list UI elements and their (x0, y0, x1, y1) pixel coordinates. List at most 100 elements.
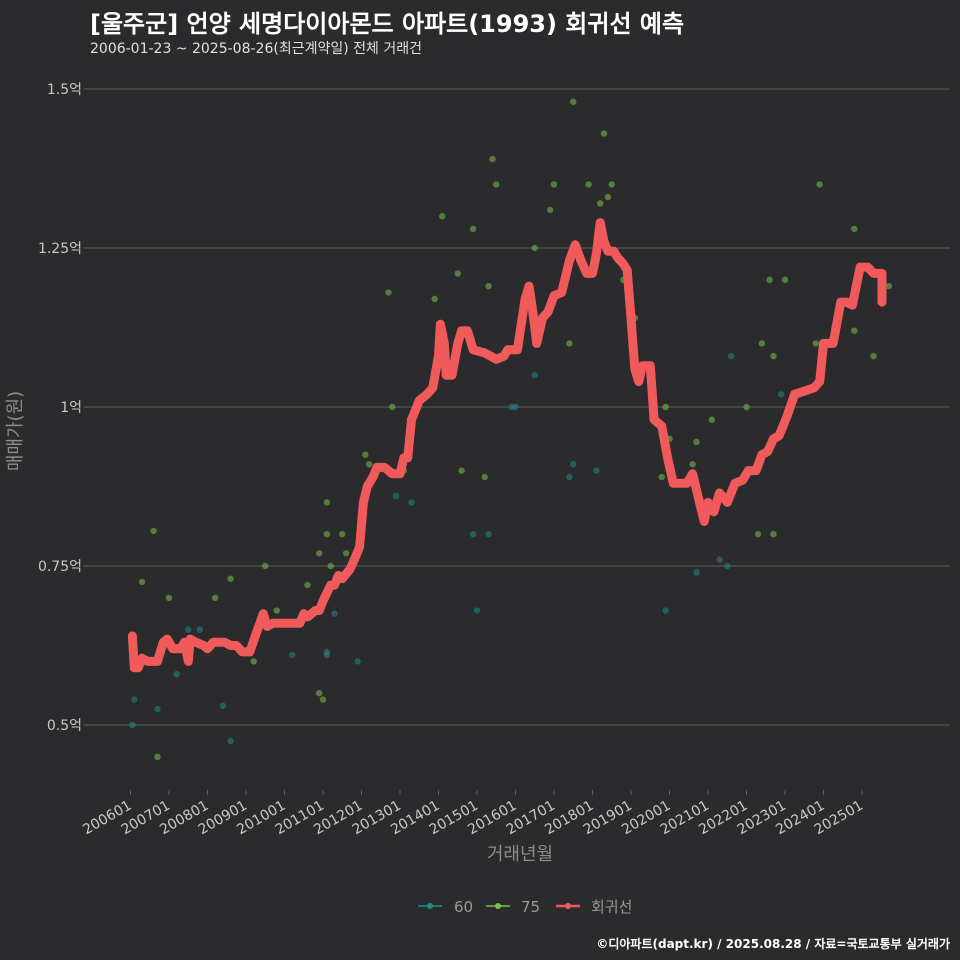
scatter-point-60 (716, 556, 723, 563)
scatter-point-75 (323, 499, 331, 506)
scatter-point-75 (546, 206, 554, 214)
scatter-point-75 (339, 531, 346, 538)
scatter-point-60 (777, 391, 785, 398)
scatter-point-75 (597, 200, 604, 207)
scatter-point-60 (227, 737, 234, 745)
scatter-point-75 (315, 550, 323, 557)
scatter-point-75 (304, 581, 311, 589)
scatter-point-75 (273, 607, 280, 614)
scatter-point-75 (662, 403, 669, 411)
scatter-point-75 (693, 438, 700, 446)
scatter-point-75 (608, 181, 615, 188)
scatter-point-60 (196, 626, 203, 633)
scatter-point-75 (454, 270, 461, 277)
scatter-point-60 (173, 670, 180, 678)
scatter-point-75 (319, 696, 327, 703)
y-axis-ticks: 0.5억 0.75억 1억 1.25억 1.5억 (38, 82, 88, 734)
scatter-point-75 (485, 282, 492, 290)
scatter-point-60 (129, 721, 136, 729)
scatter-point-75 (227, 575, 234, 582)
scatter-point-75 (458, 467, 465, 474)
scatter-point-60 (570, 461, 577, 468)
regression-line (127, 218, 887, 673)
scatter-point-75 (770, 531, 777, 538)
scatter-point-60 (566, 473, 573, 481)
scatter-point-75 (604, 193, 612, 201)
scatter-point-60 (185, 626, 192, 633)
scatter-point-75 (362, 451, 369, 458)
scatter-point-75 (431, 295, 438, 303)
scatter-point-75 (851, 225, 858, 233)
scatter-point-75 (851, 327, 858, 334)
scatter-point-75 (689, 461, 696, 468)
scatter-point-60 (727, 352, 735, 360)
scatter-point-60 (662, 607, 669, 614)
scatter-point-60 (469, 531, 477, 538)
scatter-point-75 (658, 473, 665, 481)
scatter-point-75 (531, 244, 538, 252)
scatter-point-60 (219, 702, 227, 710)
scatter-point-60 (512, 403, 519, 411)
source-caption: ©디아파트(dapt.kr) / 2025.08.28 / 자료=국토교통부 실… (596, 937, 950, 951)
legend-item-75: 75 (486, 898, 540, 916)
scatter-point-75 (600, 130, 608, 137)
scatter-point-75 (385, 289, 392, 296)
scatter-point-60 (693, 569, 700, 576)
scatter-point-75 (315, 690, 323, 697)
scatter-point-75 (323, 531, 331, 538)
scatter-point-75 (327, 562, 334, 570)
scatter-point-75 (212, 594, 219, 601)
legend-label-regression: 회귀선 (591, 898, 632, 916)
scatter-point-60 (289, 651, 296, 659)
scatter-point-75 (885, 282, 893, 290)
scatter-point-60 (485, 531, 492, 538)
x-axis-title: 거래년월 (487, 844, 553, 865)
scatter-point-60 (131, 696, 138, 703)
y-axis-title: 매매가(원) (5, 391, 26, 471)
scatter-point-60 (531, 372, 538, 379)
scatter-point-75 (585, 181, 592, 188)
scatter-point-75 (389, 403, 396, 411)
scatter-point-60 (593, 467, 600, 474)
scatter-point-75 (165, 594, 173, 601)
chart-subtitle: 2006-01-23 ~ 2025-08-26(최근계약일) 전체 거래건 (90, 41, 422, 57)
scatter-point-75 (781, 276, 789, 283)
scatter-point-75 (766, 276, 773, 283)
scatter-point-75 (816, 181, 823, 188)
scatter-point-60 (331, 610, 338, 617)
scatter-point-60 (154, 705, 161, 713)
scatter-point-75 (439, 213, 446, 220)
x-axis-ticks: 2006012007012008012009012010012011012012… (80, 790, 866, 838)
scatter-point-75 (754, 531, 762, 538)
y-tick-label: 1.5억 (47, 82, 82, 98)
scatter-point-75 (150, 527, 157, 535)
y-tick-label: 1억 (60, 400, 82, 416)
grid-lines (88, 88, 950, 726)
scatter-point-75 (138, 578, 146, 586)
scatter-point-60 (724, 562, 731, 570)
scatter-point-75 (493, 181, 500, 188)
scatter-point-75 (469, 225, 477, 233)
chart-title: [울주군] 언양 세명다이아몬드 아파트(1993) 회귀선 예측 (90, 10, 685, 38)
scatter-point-75 (262, 562, 269, 570)
scatter-point-75 (366, 461, 373, 468)
scatter-point-75 (154, 753, 161, 760)
legend-label-75: 75 (521, 898, 540, 916)
legend-label-60: 60 (454, 898, 473, 916)
legend-item-60: 60 (418, 898, 473, 916)
scatter-point-75 (812, 340, 819, 347)
scatter-point-75 (870, 352, 877, 360)
scatter-point-75 (489, 155, 496, 163)
legend-item-regression: 회귀선 (556, 898, 632, 916)
scatter-point-75 (481, 473, 488, 481)
scatter-point-60 (354, 658, 361, 665)
y-tick-label: 1.25억 (38, 241, 82, 257)
scatter-point-60 (392, 492, 400, 500)
scatter-point-60 (473, 607, 481, 614)
scatter-point-75 (342, 550, 350, 557)
scatter-point-75 (550, 181, 558, 188)
legend: 60 75 회귀선 (418, 898, 632, 916)
scatter-point-75 (758, 340, 766, 347)
scatter-point-60 (408, 499, 415, 506)
